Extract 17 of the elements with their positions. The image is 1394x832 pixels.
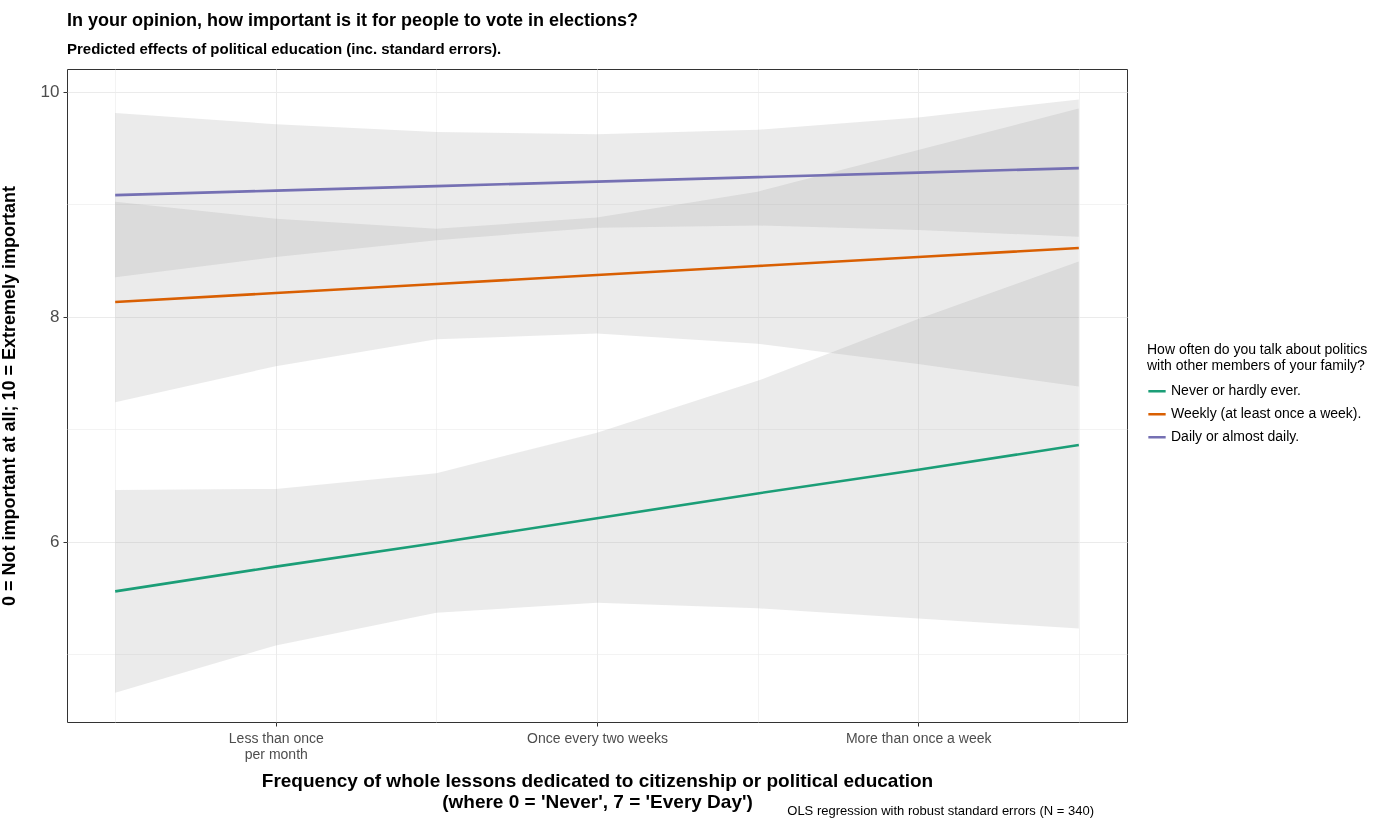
y-tick-label: 8 <box>50 307 60 327</box>
line-series <box>113 443 1081 593</box>
y-tick-label: 6 <box>50 532 60 552</box>
line-series <box>113 166 1081 197</box>
text: OLS regression with robust standard errors (N = 340) <box>787 803 1094 818</box>
legend-label: Never or hardly ever. <box>1171 382 1301 399</box>
legend-title: How often do you talk about politics with other members of your family? <box>1146 341 1368 374</box>
legend-label: Daily or almost daily. <box>1171 428 1300 445</box>
x-tick-label: Less than once per month <box>228 729 324 762</box>
chart-subtitle: Predicted effects of political education (inc. standard errors). <box>67 40 502 57</box>
x-tick-label: More than once a week <box>845 729 993 746</box>
y-tick-label: 10 <box>40 82 60 102</box>
legend-label: Weekly (at least once a week). <box>1171 405 1362 422</box>
line-series <box>113 246 1081 304</box>
x-tick-label: Once every two weeks <box>527 729 668 746</box>
y-axis-title: 0 = Not important at all; 10 = Extremely important <box>0 185 19 607</box>
chart-title: In your opinion, how important is it for people to vote in elections? <box>67 10 639 30</box>
